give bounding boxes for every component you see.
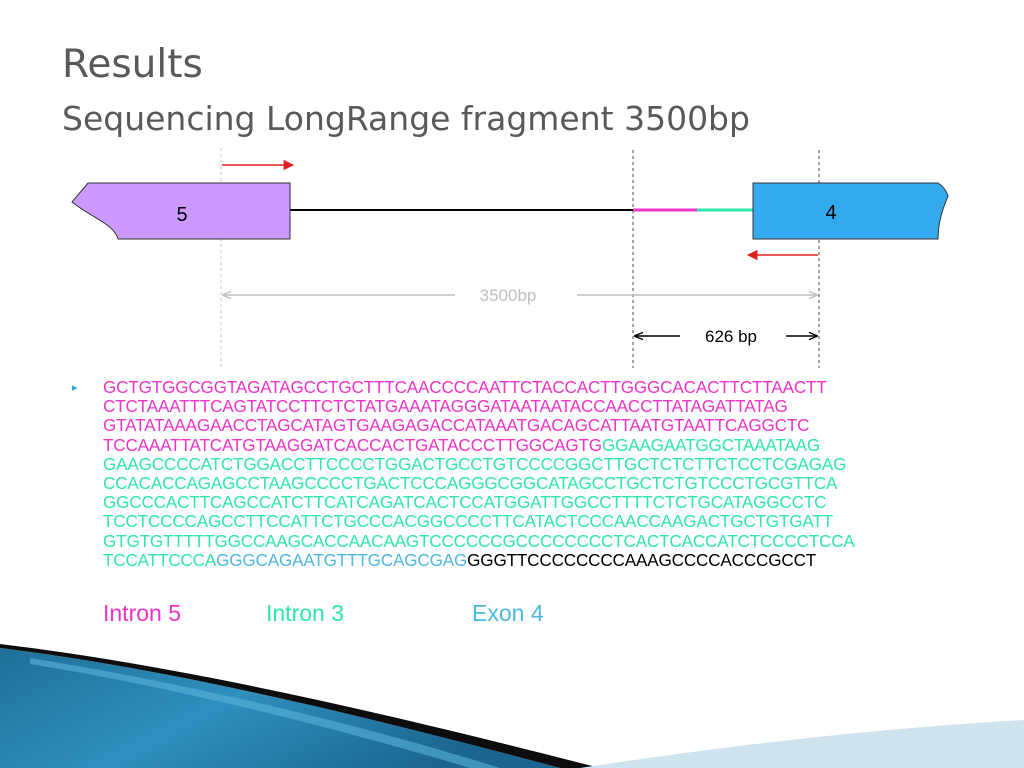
- exon-4-box: [752, 182, 949, 240]
- legend-exon-4: Exon 4: [472, 600, 544, 626]
- legend-intron-3: Intron 3: [266, 600, 344, 626]
- sequence-segment-intron3: GTGTGTTTTTGGCCAAGCACCAACAAGTCCCCCCGCCCCC…: [103, 531, 855, 551]
- sequence-segment-intron3: GAAGCCCCATCTGGACCTTCCCCTGGACTGCCTGTCCCCG…: [103, 454, 847, 474]
- sequence-line: CTCTAAATTTCAGTATCCTTCTCTATGAAATAGGGATAAT…: [103, 397, 1003, 416]
- sequence-line: GCTGTGGCGGTAGATAGCCTGCTTTCAACCCCAATTCTAC…: [103, 378, 1003, 397]
- sequence-segment-intron3: GGCCCACTTCAGCCATCTTCATCAGATCACTCCATGGATT…: [103, 493, 827, 513]
- span-label: 3500bp: [480, 286, 537, 305]
- sequence-segment-intron5: GTATATAAAGAACCTAGCATAGTGAAGAGACCATAAATGA…: [103, 416, 810, 436]
- sequence-segment-intron5: TCCAAATTATCATGTAAGGATCACCACTGATACCCTTGGC…: [103, 435, 602, 455]
- sequence-segment-intron5: GCTGTGGCGGTAGATAGCCTGCTTTCAACCCCAATTCTAC…: [103, 378, 827, 397]
- sequence-line: GTATATAAAGAACCTAGCATAGTGAAGAGACCATAAATGA…: [103, 416, 1003, 435]
- exon-5-label: 5: [176, 204, 187, 226]
- sequence-line: GTGTGTTTTTGGCCAAGCACCAACAAGTCCCCCCGCCCCC…: [103, 532, 1003, 551]
- sequence-segment-intron3: TCCTCCCCAGCCTTCCATTCTGCCCACGGCCCCTTCATAC…: [103, 512, 833, 532]
- sequence-segment-intron3: TCCATTCCCA: [103, 550, 217, 570]
- slide-subtitle: Sequencing LongRange fragment 3500bp: [62, 99, 750, 138]
- sequence-line: GGCCCACTTCAGCCATCTTCATCAGATCACTCCATGGATT…: [103, 493, 1003, 512]
- exon-4-label: 4: [825, 202, 836, 224]
- sequence-text: GCTGTGGCGGTAGATAGCCTGCTTTCAACCCCAATTCTAC…: [103, 378, 1003, 570]
- sequence-line: TCCTCCCCAGCCTTCCATTCTGCCCACGGCCCCTTCATAC…: [103, 512, 1003, 531]
- sequence-line: TCCAAATTATCATGTAAGGATCACCACTGATACCCTTGGC…: [103, 436, 1003, 455]
- sequence-segment-intron3: CCACACCAGAGCCTAAGCCCCTGACTCCCAGGGCGGCATA…: [103, 474, 838, 494]
- sequence-line: CCACACCAGAGCCTAAGCCCCTGACTCCCAGGGCGGCATA…: [103, 474, 1003, 493]
- bullet-icon: ▸: [72, 381, 78, 394]
- sequence-segment-intron3: GGAAGAATGGCTAAATAAG: [601, 435, 821, 455]
- gene-diagram: 5 4 3500bp 626 bp: [71, 148, 949, 368]
- sub-span-label: 626 bp: [705, 327, 757, 346]
- sequence-line: GAAGCCCCATCTGGACCTTCCCCTGGACTGCCTGTCCCCG…: [103, 455, 1003, 474]
- slide-decoration: [0, 644, 1024, 768]
- exon-5-box: [71, 182, 291, 240]
- sequence-line: TCCATTCCCAGGGCAGAATGTTTGCAGCGAGGGGTTCCCC…: [103, 551, 1003, 570]
- legend-intron-5: Intron 5: [103, 600, 181, 626]
- sequence-segment-intron5: CTCTAAATTTCAGTATCCTTCTCTATGAAATAGGGATAAT…: [103, 397, 788, 417]
- sequence-segment-other: GGGTTCCCCCCCCAAAGCCCCACCCGCCT: [467, 550, 817, 570]
- slide-title: Results: [62, 42, 203, 87]
- sequence-segment-exon4: GGGCAGAATGTTTGCAGCGAG: [216, 550, 468, 570]
